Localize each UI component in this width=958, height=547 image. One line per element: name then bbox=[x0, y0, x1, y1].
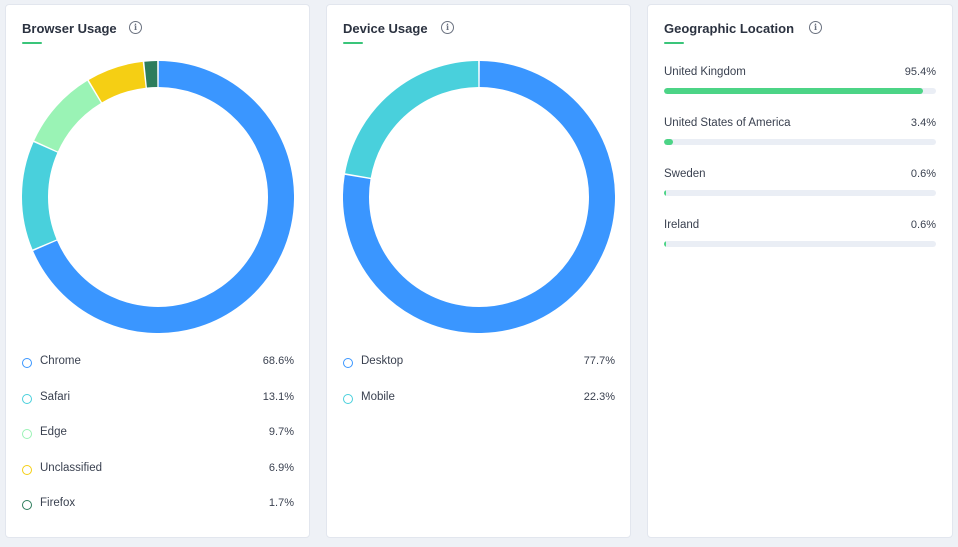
geo-progress-track bbox=[664, 88, 936, 94]
device-usage-title: Device Usage bbox=[343, 21, 428, 36]
circle-icon bbox=[22, 464, 32, 475]
geo-progress-track bbox=[664, 190, 936, 196]
device-usage-card: Device Usage i Desktop 77.7% Mobile 22.3… bbox=[326, 4, 631, 538]
circle-icon bbox=[22, 429, 32, 439]
geo-row-sweden: Sweden 0.6% bbox=[664, 168, 936, 219]
legend-label: Safari bbox=[40, 390, 71, 403]
legend-item-firefox[interactable]: Firefox 1.7% bbox=[22, 497, 294, 533]
legend-label: Desktop bbox=[361, 355, 404, 367]
geo-list: United Kingdom 95.4% United States of Am… bbox=[664, 66, 936, 270]
geo-progress-track bbox=[664, 139, 936, 145]
geographic-location-title: Geographic Location bbox=[664, 21, 795, 36]
legend-item-desktop[interactable]: Desktop 77.7% bbox=[343, 355, 615, 391]
geo-progress-fill bbox=[664, 190, 666, 196]
device-usage-legend: Desktop 77.7% Mobile 22.3% bbox=[343, 355, 615, 426]
circle-icon bbox=[22, 393, 32, 404]
legend-item-mobile[interactable]: Mobile 22.3% bbox=[343, 391, 615, 427]
legend-value: 1.7% bbox=[268, 497, 294, 509]
geo-value: 0.6% bbox=[910, 168, 936, 180]
geo-label: Ireland bbox=[664, 219, 700, 231]
browser-usage-legend: Chrome 68.6% Safari 13.1% Edge 9.7% Uncl… bbox=[22, 355, 294, 533]
title-underline bbox=[343, 42, 363, 44]
circle-icon bbox=[22, 500, 32, 510]
geo-label: United States of America bbox=[664, 117, 791, 129]
device-usage-donut-chart bbox=[343, 61, 615, 333]
legend-item-chrome[interactable]: Chrome 68.6% bbox=[22, 355, 294, 391]
geo-row-ireland: Ireland 0.6% bbox=[664, 219, 936, 270]
browser-usage-title: Browser Usage bbox=[22, 21, 117, 36]
legend-value: 68.6% bbox=[262, 355, 294, 367]
info-icon[interactable]: i bbox=[441, 21, 454, 34]
circle-icon bbox=[22, 358, 32, 368]
geo-label: Sweden bbox=[664, 168, 706, 180]
legend-item-unclassified[interactable]: Unclassified 6.9% bbox=[22, 462, 294, 498]
geo-value: 3.4% bbox=[910, 117, 936, 129]
info-icon[interactable]: i bbox=[809, 21, 822, 34]
circle-icon bbox=[343, 358, 353, 368]
device-slice-desktop[interactable] bbox=[343, 61, 615, 333]
legend-value: 77.7% bbox=[583, 355, 615, 367]
geo-progress-fill bbox=[664, 241, 666, 247]
title-underline bbox=[22, 42, 42, 44]
legend-value: 22.3% bbox=[583, 390, 615, 403]
browser-usage-donut-chart bbox=[22, 61, 294, 333]
browser-slice-chrome[interactable] bbox=[33, 61, 294, 333]
geo-value: 95.4% bbox=[904, 66, 936, 78]
legend-value: 9.7% bbox=[268, 426, 294, 438]
geo-row-united-kingdom: United Kingdom 95.4% bbox=[664, 66, 936, 117]
device-slice-mobile[interactable] bbox=[345, 61, 479, 179]
title-underline bbox=[664, 42, 684, 44]
legend-label: Edge bbox=[40, 426, 67, 438]
geographic-location-card: Geographic Location i United Kingdom 95.… bbox=[647, 4, 953, 538]
geo-row-united-states: United States of America 3.4% bbox=[664, 117, 936, 168]
browser-slice-edge[interactable] bbox=[34, 80, 102, 152]
geo-value: 0.6% bbox=[910, 219, 936, 231]
geo-label: United Kingdom bbox=[664, 66, 746, 78]
legend-label: Mobile bbox=[361, 390, 395, 403]
legend-value: 6.9% bbox=[268, 461, 294, 474]
geo-progress-fill bbox=[664, 88, 924, 94]
legend-label: Chrome bbox=[40, 355, 81, 367]
geo-progress-track bbox=[664, 241, 936, 247]
browser-slice-firefox[interactable] bbox=[144, 61, 158, 88]
legend-item-safari[interactable]: Safari 13.1% bbox=[22, 391, 294, 427]
browser-slice-safari[interactable] bbox=[22, 142, 58, 250]
legend-label: Firefox bbox=[40, 497, 76, 509]
info-icon[interactable]: i bbox=[129, 21, 142, 34]
browser-slice-unclassified[interactable] bbox=[88, 61, 147, 103]
circle-icon bbox=[343, 393, 353, 404]
legend-item-edge[interactable]: Edge 9.7% bbox=[22, 426, 294, 462]
geo-progress-fill bbox=[664, 139, 674, 145]
browser-usage-card: Browser Usage i Chrome 68.6% Safari 13.1… bbox=[5, 4, 310, 538]
legend-value: 13.1% bbox=[262, 390, 294, 403]
legend-label: Unclassified bbox=[40, 461, 102, 474]
